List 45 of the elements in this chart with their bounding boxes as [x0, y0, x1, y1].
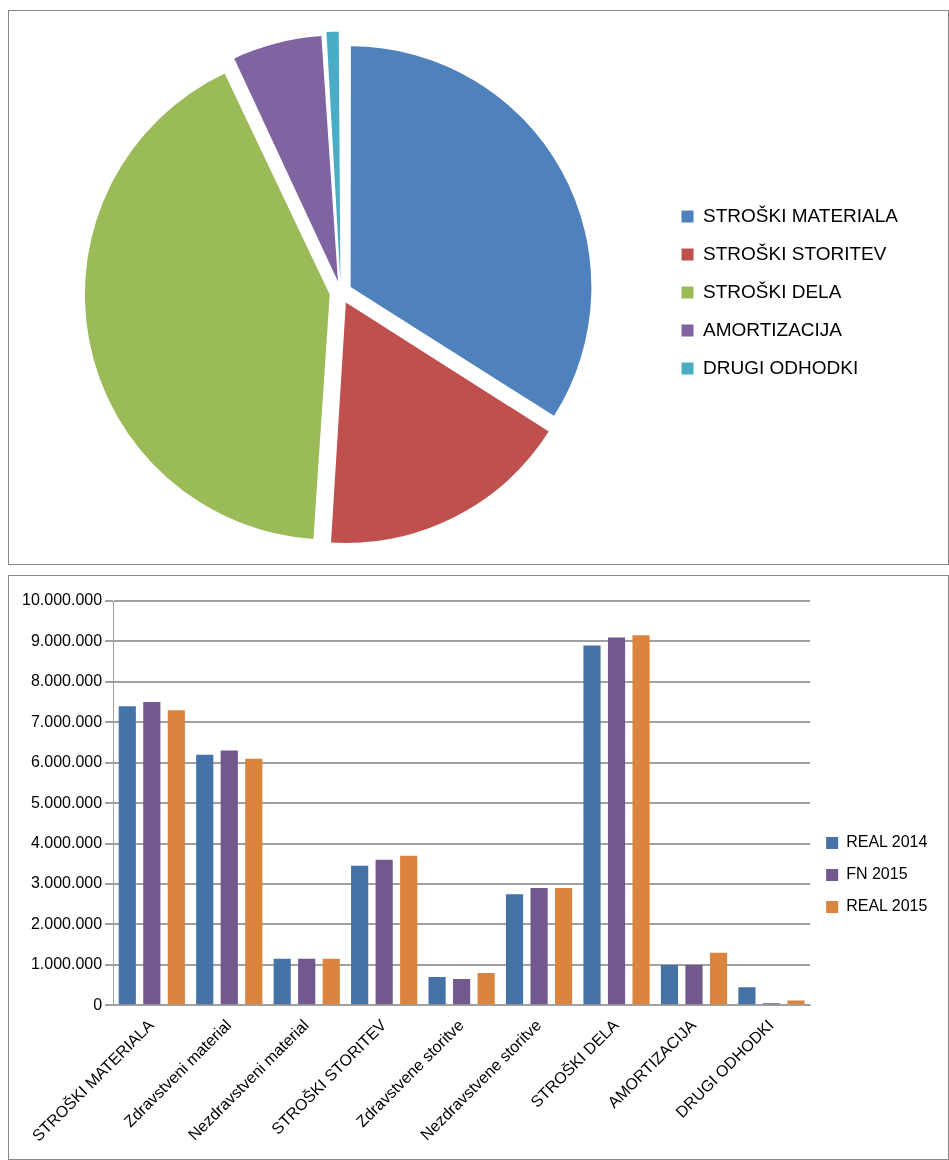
y-tick-label: 9.000.000 — [30, 631, 103, 649]
bar — [685, 964, 703, 1005]
y-tick-label: 2.000.000 — [30, 914, 103, 932]
y-tick-label: 0 — [93, 995, 103, 1013]
bar — [709, 952, 728, 1005]
y-tick-label: 10.000.000 — [22, 591, 103, 609]
legend-label: AMORTIZACIJA — [703, 318, 843, 340]
bar — [322, 958, 340, 1005]
bar — [632, 635, 650, 1005]
bar — [143, 702, 161, 1005]
bar — [530, 888, 548, 1005]
bar — [298, 958, 316, 1005]
bar — [167, 710, 185, 1005]
bar — [787, 1000, 805, 1005]
bar — [273, 958, 291, 1005]
bar — [375, 859, 393, 1005]
bar — [555, 888, 573, 1005]
bar — [477, 972, 495, 1005]
bar — [738, 987, 756, 1005]
bar — [660, 964, 679, 1005]
y-tick-label: 6.000.000 — [30, 753, 103, 771]
bar — [351, 865, 369, 1005]
bar — [220, 750, 238, 1005]
y-tick-label: 7.000.000 — [30, 712, 103, 730]
y-tick-label: 5.000.000 — [30, 793, 103, 811]
legend-label: DRUGI ODHODKI — [703, 356, 859, 378]
legend-label: REAL 2014 — [846, 833, 928, 851]
legend-label: STROŠKI DELA — [703, 280, 842, 302]
y-tick-label: 8.000.000 — [30, 672, 103, 690]
bar — [607, 637, 626, 1005]
bar — [118, 706, 136, 1005]
bar — [196, 754, 214, 1005]
bar — [400, 855, 418, 1005]
legend-label: STROŠKI STORITEV — [703, 242, 887, 264]
legend-label: STROŠKI MATERIALA — [703, 204, 899, 226]
bar — [245, 758, 263, 1005]
bar — [505, 894, 524, 1005]
legend-label: REAL 2015 — [846, 897, 928, 915]
bar — [583, 645, 601, 1005]
bar — [453, 979, 471, 1005]
y-tick-label: 3.000.000 — [30, 874, 103, 892]
legend-label: FN 2015 — [846, 865, 908, 883]
y-tick-label: 4.000.000 — [30, 834, 103, 851]
bar — [428, 977, 446, 1005]
y-tick-label: 1.000.000 — [30, 955, 103, 973]
